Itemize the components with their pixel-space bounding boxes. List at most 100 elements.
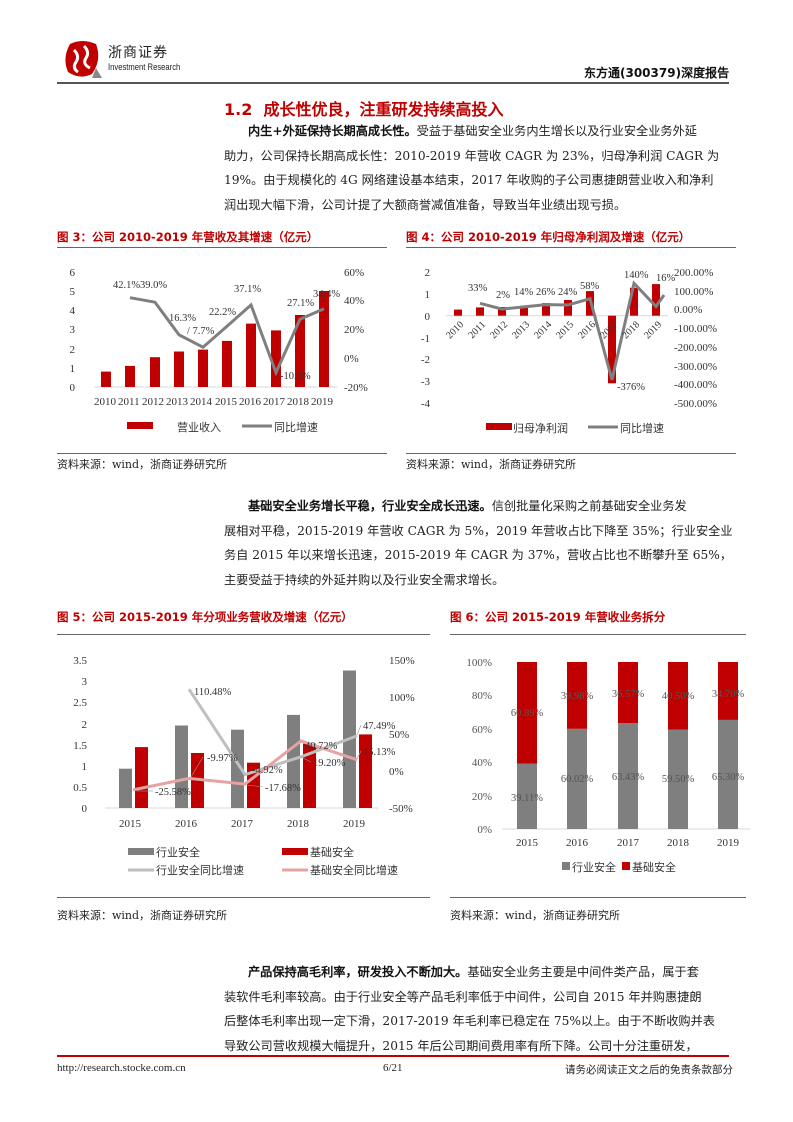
svg-text:2015: 2015 bbox=[554, 319, 576, 341]
logo-text-en: Investment Research bbox=[108, 62, 181, 72]
footer-disclaimer: 请务必阅读正文之后的免责条款部分 bbox=[565, 1064, 733, 1076]
fig6-title: 图 6：公司 2015-2019 年营收业务拆分 bbox=[450, 610, 666, 624]
fig5-source: 资料来源：wind，浙商证券研究所 bbox=[57, 909, 228, 922]
svg-text:2011: 2011 bbox=[118, 396, 140, 408]
svg-text:65.30%: 65.30% bbox=[712, 772, 745, 783]
paragraph-growth: 内生+外延保持长期高成长性。受益于基础安全业务内生增长以及行业安全业务外延 助力… bbox=[224, 119, 732, 217]
svg-text:-9.97%: -9.97% bbox=[207, 753, 238, 764]
svg-text:37.1%: 37.1% bbox=[234, 284, 261, 295]
svg-text:3: 3 bbox=[70, 324, 76, 336]
fig5-title: 图 5：公司 2015-2019 年分项业务营收及增速（亿元） bbox=[57, 610, 353, 624]
svg-text:60%: 60% bbox=[344, 267, 364, 279]
svg-text:2019: 2019 bbox=[642, 319, 664, 341]
svg-text:60.89%: 60.89% bbox=[511, 708, 544, 719]
svg-text:2017: 2017 bbox=[231, 818, 254, 830]
report-title: 东方通(300379)深度报告 bbox=[584, 66, 730, 80]
svg-text:2011: 2011 bbox=[466, 319, 488, 341]
svg-text:16%: 16% bbox=[656, 273, 676, 284]
svg-text:-2: -2 bbox=[421, 354, 430, 366]
svg-text:60%: 60% bbox=[472, 724, 492, 736]
svg-text:0%: 0% bbox=[344, 353, 359, 365]
svg-text:39.98%: 39.98% bbox=[561, 691, 594, 702]
svg-text:150%: 150% bbox=[389, 655, 415, 667]
svg-text:2: 2 bbox=[70, 344, 76, 356]
svg-text:58%: 58% bbox=[580, 281, 600, 292]
fig4-source-rule bbox=[406, 453, 736, 454]
header-divider bbox=[57, 82, 729, 84]
para-line: 基础安全业务增长平稳，行业安全成长迅速。信创批量化采购之前基础安全业务发 bbox=[248, 499, 687, 513]
paragraph-segments: 基础安全业务增长平稳，行业安全成长迅速。信创批量化采购之前基础安全业务发 展相对… bbox=[224, 494, 733, 592]
svg-text:3.5: 3.5 bbox=[73, 655, 87, 667]
svg-text:2: 2 bbox=[425, 267, 431, 279]
svg-text:同比增速: 同比增速 bbox=[274, 420, 318, 434]
svg-text:2010: 2010 bbox=[94, 396, 117, 408]
svg-text:-1: -1 bbox=[421, 333, 430, 345]
svg-text:2016: 2016 bbox=[576, 319, 598, 341]
svg-text:24%: 24% bbox=[558, 287, 578, 298]
svg-text:同比增速: 同比增速 bbox=[620, 421, 664, 435]
logo-text-cn: 浙商证券 bbox=[108, 45, 168, 61]
svg-text:60.02%: 60.02% bbox=[561, 774, 594, 785]
svg-text:2015: 2015 bbox=[119, 818, 142, 830]
svg-text:行业安全: 行业安全 bbox=[156, 845, 200, 859]
svg-text:-10.0%: -10.0% bbox=[280, 371, 311, 382]
svg-text:39.0%: 39.0% bbox=[140, 280, 167, 291]
svg-text:47.49%: 47.49% bbox=[363, 721, 396, 732]
svg-text:2017: 2017 bbox=[263, 396, 286, 408]
svg-text:-4.92%: -4.92% bbox=[252, 765, 283, 776]
para-lead: 基础安全业务增长平稳，行业安全成长迅速。 bbox=[248, 499, 492, 513]
svg-text:2014: 2014 bbox=[190, 396, 213, 408]
fig3-title-rule bbox=[57, 247, 387, 248]
svg-text:16.3%: 16.3% bbox=[169, 313, 196, 324]
legend-swatch-industry bbox=[562, 862, 570, 870]
svg-text:3: 3 bbox=[82, 676, 88, 688]
svg-text:63.43%: 63.43% bbox=[612, 772, 645, 783]
svg-text:6: 6 bbox=[70, 267, 76, 279]
svg-text:0%: 0% bbox=[389, 766, 404, 778]
fig5-title-rule bbox=[57, 634, 430, 635]
svg-text:-25.58%: -25.58% bbox=[155, 787, 191, 798]
svg-text:80%: 80% bbox=[472, 690, 492, 702]
para-lead: 内生+外延保持长期高成长性。 bbox=[248, 124, 417, 138]
para-line: 展相对平稳，2015-2019 年营收 CAGR 为 5%，2019 年营收占比… bbox=[224, 523, 733, 538]
svg-text:2012: 2012 bbox=[142, 396, 164, 408]
svg-text:40.72%: 40.72% bbox=[305, 741, 338, 752]
svg-text:2017: 2017 bbox=[617, 837, 640, 849]
para-line: 务自 2015 年以来增长迅速，2015-2019 年 CAGR 为 37%，营… bbox=[224, 548, 733, 563]
svg-text:34.70%: 34.70% bbox=[712, 689, 745, 700]
footer-divider bbox=[57, 1055, 729, 1057]
svg-text:营业收入: 营业收入 bbox=[177, 420, 221, 434]
svg-text:2017: 2017 bbox=[598, 319, 620, 341]
logo: 浙商证券 Investment Research bbox=[62, 36, 182, 82]
svg-text:36.57%: 36.57% bbox=[612, 689, 645, 700]
svg-text:-200.00%: -200.00% bbox=[674, 342, 717, 354]
svg-text:0.00%: 0.00% bbox=[674, 304, 702, 316]
svg-text:0.5: 0.5 bbox=[73, 782, 87, 794]
fig4-source: 资料来源：wind，浙商证券研究所 bbox=[406, 458, 577, 471]
svg-text:2016: 2016 bbox=[239, 396, 262, 408]
svg-text:140%: 140% bbox=[624, 270, 649, 281]
section-title: 1.2 成长性优良，注重研发持续高投入 bbox=[224, 100, 504, 119]
legend-swatch-revenue bbox=[127, 422, 153, 429]
svg-text:100%: 100% bbox=[466, 657, 492, 669]
svg-text:基础安全: 基础安全 bbox=[632, 860, 676, 874]
svg-text:34.4%: 34.4% bbox=[313, 289, 340, 300]
svg-text:15.13%: 15.13% bbox=[363, 747, 396, 758]
svg-text:2018: 2018 bbox=[287, 396, 310, 408]
svg-text:40%: 40% bbox=[472, 757, 492, 769]
svg-text:2013: 2013 bbox=[166, 396, 189, 408]
svg-text:14%: 14% bbox=[514, 287, 534, 298]
svg-text:-500.00%: -500.00% bbox=[674, 398, 717, 410]
svg-text:110.48%: 110.48% bbox=[194, 687, 231, 698]
svg-text:-376%: -376% bbox=[617, 382, 645, 393]
svg-text:-4: -4 bbox=[421, 398, 431, 410]
svg-text:2019: 2019 bbox=[311, 396, 334, 408]
svg-text:/ 7.7%: / 7.7% bbox=[187, 326, 215, 337]
svg-text:4: 4 bbox=[70, 305, 76, 317]
svg-text:行业安全: 行业安全 bbox=[572, 860, 616, 874]
svg-text:2014: 2014 bbox=[532, 319, 554, 341]
svg-text:1.5: 1.5 bbox=[73, 740, 87, 752]
svg-text:42.1%: 42.1% bbox=[113, 280, 140, 291]
footer-url-link[interactable]: http://research.stocke.com.cn bbox=[57, 1062, 186, 1074]
fig5-chart: 0 0.5 1 1.5 2 2.5 3 3.5 -50% 0% 50% 100%… bbox=[73, 655, 415, 877]
